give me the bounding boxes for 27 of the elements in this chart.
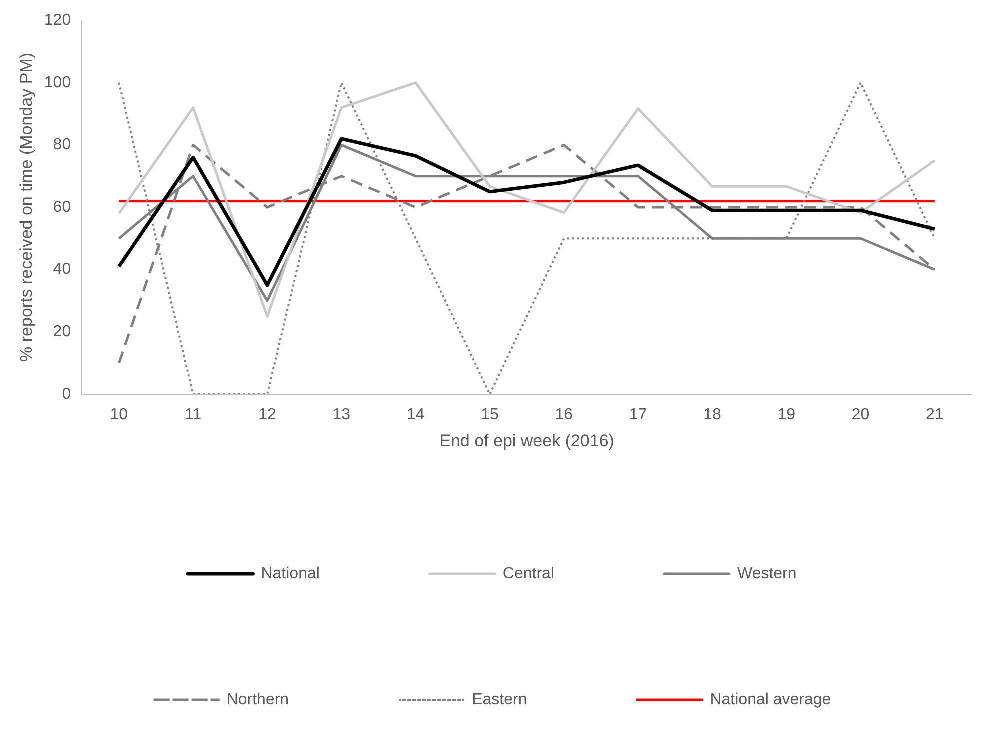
legend-label: Western [738,565,797,582]
x-tick-label: 16 [555,406,574,424]
y-tick-label: 100 [44,74,72,92]
y-tick-label: 20 [53,324,72,341]
x-tick-label: 17 [629,406,648,424]
legend-label: National [261,565,320,582]
legend-label: Eastern [472,691,528,708]
legend-label: National average [710,691,832,708]
y-tick-label: 80 [53,136,72,154]
y-tick-label: 0 [62,386,72,403]
x-tick-label: 21 [926,406,944,424]
x-tick-label: 14 [406,406,425,424]
x-axis-title: End of epi week (2016) [440,431,614,450]
x-tick-label: 18 [704,406,722,424]
x-tick-label: 11 [185,406,202,424]
x-tick-label: 19 [778,406,796,424]
x-tick-label: 20 [852,406,870,424]
y-tick-label: 40 [53,261,72,278]
legend-label: Northern [226,691,290,708]
y-tick-label: 120 [44,12,72,30]
x-tick-label: 15 [481,406,499,424]
y-axis-title: % reports received on time (Monday PM) [16,53,36,362]
x-tick-label: 13 [332,406,351,424]
legend-label: Central [502,565,554,582]
x-tick-label: 12 [258,406,276,424]
x-tick-label: 10 [110,406,128,424]
y-tick-label: 60 [53,198,72,216]
